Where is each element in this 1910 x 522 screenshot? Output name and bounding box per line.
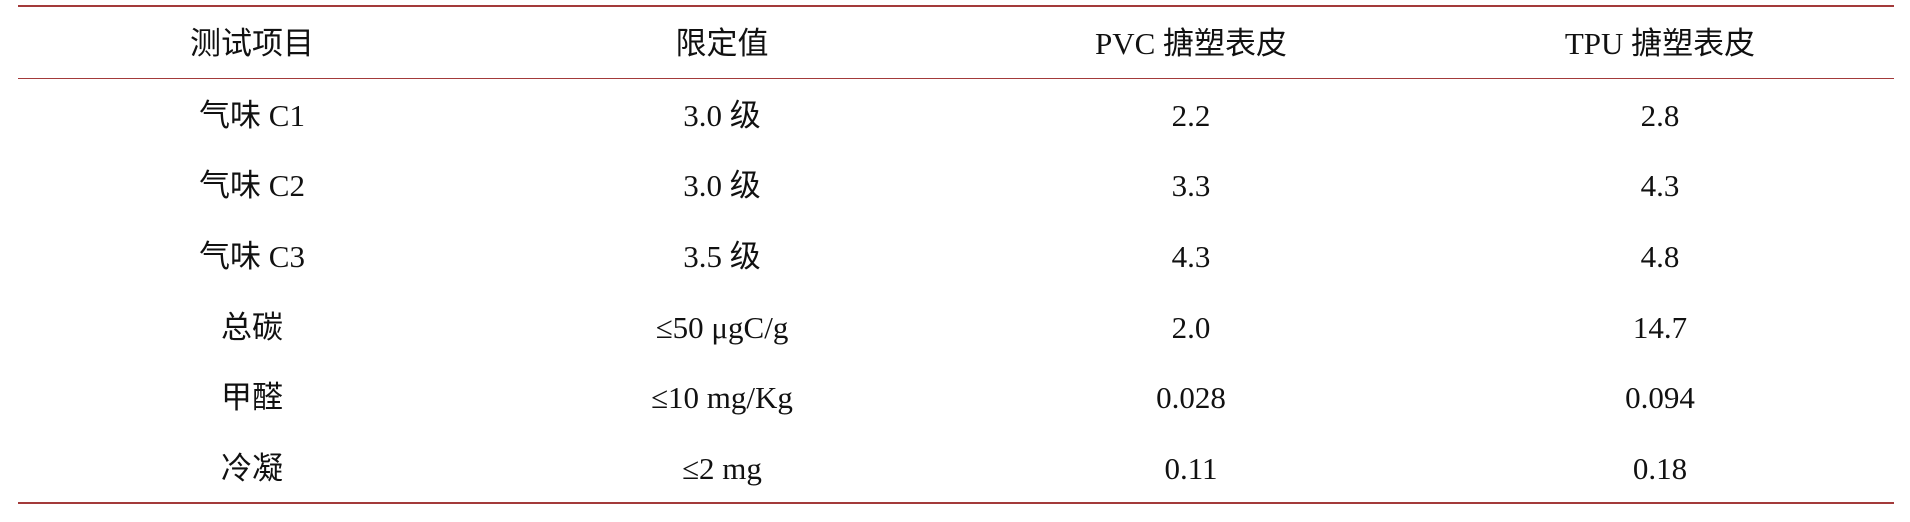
table-cell: 气味 C3 xyxy=(199,239,305,274)
table-cell: 2.0 xyxy=(1171,310,1211,345)
table-cell: 甲醛 xyxy=(221,380,283,415)
table-cell: 0.11 xyxy=(1164,451,1218,486)
table-cell: ≤50 μgC/g xyxy=(655,310,789,345)
header-cell: 测试项目 xyxy=(190,26,314,61)
table-cell: 3.5 级 xyxy=(683,239,761,274)
table-cell: ≤2 mg xyxy=(682,451,762,486)
table-cell: 3.3 xyxy=(1171,168,1211,203)
bottom-rule xyxy=(18,502,1894,504)
header-cell: PVC 搪塑表皮 xyxy=(1094,26,1288,61)
table-cell: 3.0 级 xyxy=(683,98,761,133)
table-cell: 气味 C1 xyxy=(199,98,305,133)
table-cell: ≤10 mg/Kg xyxy=(651,380,793,415)
header-cell: 限定值 xyxy=(675,26,769,61)
table-cell: 0.094 xyxy=(1625,380,1695,415)
table-cell: 0.028 xyxy=(1156,380,1226,415)
table-cell: 14.7 xyxy=(1632,310,1688,345)
table-cell: 总碳 xyxy=(221,310,283,345)
table-cell: 2.8 xyxy=(1640,98,1680,133)
table-cell: 4.3 xyxy=(1640,168,1680,203)
top-rule xyxy=(18,5,1894,7)
table-cell: 0.18 xyxy=(1632,451,1688,486)
table-cell: 2.2 xyxy=(1171,98,1211,133)
header-rule xyxy=(18,78,1894,79)
header-cell: TPU 搪塑表皮 xyxy=(1564,26,1756,61)
table-cell: 3.0 级 xyxy=(683,168,761,203)
table-cell: 冷凝 xyxy=(221,451,283,486)
table-cell: 气味 C2 xyxy=(199,168,305,203)
table-cell: 4.3 xyxy=(1171,239,1211,274)
table-cell: 4.8 xyxy=(1640,239,1680,274)
